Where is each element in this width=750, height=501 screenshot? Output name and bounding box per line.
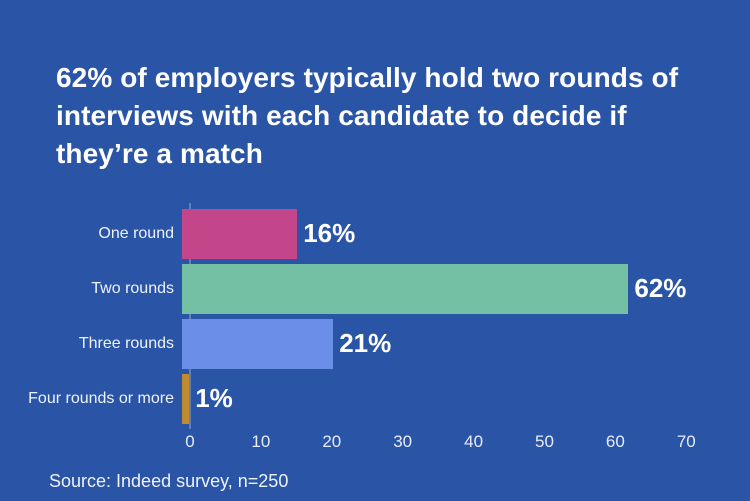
chart-title-line-2: interviews with each candidate to decide…: [56, 100, 627, 131]
bar-one-round: [182, 208, 298, 259]
value-label-three-rounds: 21%: [339, 328, 392, 358]
x-tick-50: 50: [535, 432, 554, 451]
x-tick-60: 60: [605, 432, 625, 451]
category-label-three-rounds: Three rounds: [78, 334, 174, 352]
category-label-four-rounds-or-more: Four rounds or more: [28, 389, 174, 407]
y-axis-line: [189, 203, 191, 429]
bar-four-rounds-or-more: [182, 373, 190, 424]
x-tick-40: 40: [464, 432, 484, 451]
x-tick-70: 70: [676, 432, 696, 451]
x-tick-20: 20: [322, 432, 342, 451]
bar-three-rounds: [182, 318, 334, 369]
x-tick-10: 10: [251, 432, 271, 451]
x-tick-0: 0: [185, 432, 195, 451]
bar-chart: One round 16% Two rounds 62% Three round…: [0, 203, 750, 429]
category-label-one-round: One round: [98, 224, 174, 242]
bar-row-four-rounds-or-more: Four rounds or more 1%: [0, 371, 750, 426]
value-label-four-rounds-or-more: 1%: [195, 383, 233, 413]
value-label-one-round: 16%: [303, 218, 356, 248]
bar-row-one-round: One round 16%: [0, 206, 750, 261]
value-label-two-rounds: 62%: [634, 273, 687, 303]
x-tick-30: 30: [393, 432, 413, 451]
chart-title: 62% of employers typically hold two roun…: [56, 59, 736, 173]
bar-two-rounds: [182, 263, 629, 314]
category-label-two-rounds: Two rounds: [91, 279, 174, 297]
chart-title-line-1: 62% of employers typically hold two roun…: [56, 62, 679, 93]
bar-row-two-rounds: Two rounds 62%: [0, 261, 750, 316]
bar-row-three-rounds: Three rounds 21%: [0, 316, 750, 371]
chart-title-line-3: they’re a match: [56, 138, 263, 169]
source-note: Source: Indeed survey, n=250: [49, 471, 289, 491]
